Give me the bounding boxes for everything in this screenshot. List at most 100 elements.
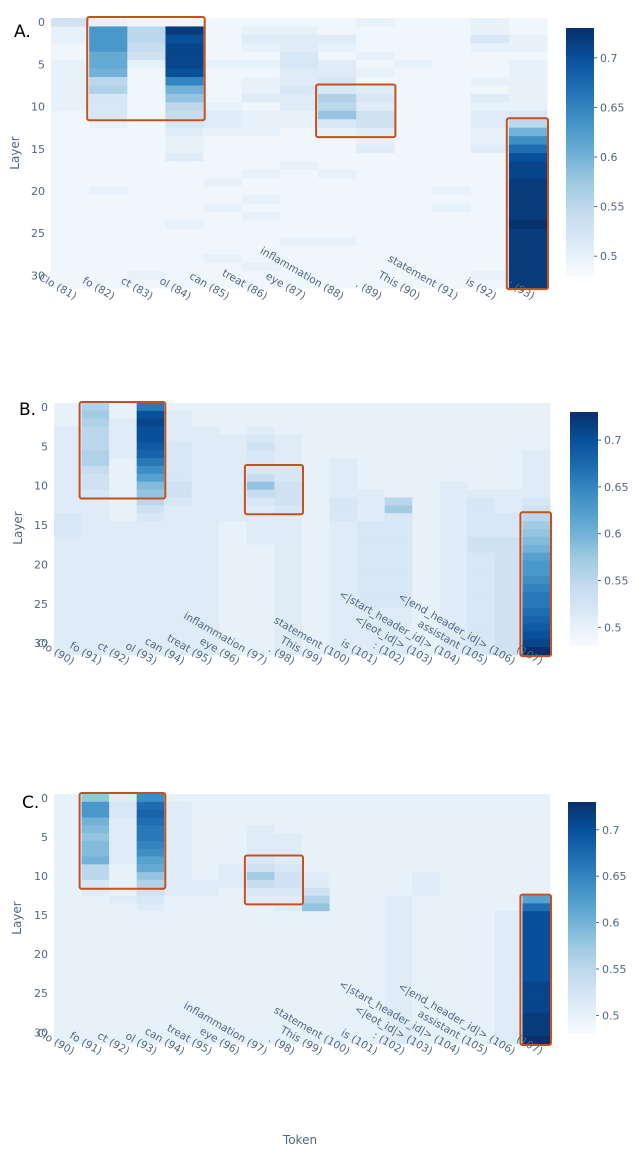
heatmap-cell [394, 93, 433, 103]
heatmap-cell [164, 489, 193, 498]
heatmap-cell [318, 110, 357, 120]
heatmap-cell [439, 489, 468, 498]
heatmap-cell [318, 127, 357, 137]
heatmap-cell [165, 144, 205, 154]
heatmap-cell [164, 458, 193, 467]
heatmap-cell [219, 919, 248, 928]
heatmap-cell [329, 481, 358, 491]
heatmap-cell [357, 647, 386, 656]
heatmap-cell [164, 926, 193, 936]
heatmap-cell [494, 965, 523, 975]
heatmap-cell [357, 1004, 386, 1014]
heatmap-cell [54, 466, 82, 475]
heatmap-cell [508, 34, 548, 44]
heatmap-cell [81, 544, 110, 554]
heatmap-cell [494, 410, 523, 420]
heatmap-cell [246, 568, 275, 577]
heatmap-cell [357, 950, 386, 959]
heatmap-cell [384, 544, 413, 554]
y-tick-label: 25 [34, 598, 48, 611]
heatmap-cell [246, 887, 275, 896]
heatmap-cell [136, 864, 165, 873]
heatmap-cell [241, 212, 281, 221]
heatmap-cell [357, 536, 386, 546]
heatmap-cell [81, 599, 110, 609]
highlight-box [519, 893, 553, 1046]
heatmap-cell [357, 592, 386, 601]
heatmap-cell [467, 403, 496, 412]
heatmap-cell [164, 434, 193, 443]
heatmap-cell [246, 426, 275, 435]
heatmap-cell [384, 950, 413, 959]
heatmap-cell [89, 34, 128, 44]
heatmap-cell [356, 161, 395, 171]
heatmap-cell [394, 271, 433, 280]
heatmap-cell [522, 965, 551, 975]
heatmap-cell [219, 989, 248, 998]
heatmap-cell [494, 450, 523, 459]
heatmap-cell [412, 639, 441, 648]
heatmap-cell [329, 576, 358, 585]
heatmap-cell [329, 521, 358, 530]
heatmap-cell [109, 607, 138, 617]
heatmap-cell [164, 809, 193, 818]
heatmap-cell [219, 560, 248, 569]
colorbar [570, 412, 598, 646]
heatmap-cell [274, 560, 303, 569]
heatmap-cell [81, 809, 110, 818]
heatmap-cell [302, 872, 330, 881]
heatmap-cell [357, 450, 386, 459]
heatmap-cell [165, 119, 205, 129]
heatmap-cell [318, 26, 357, 36]
heatmap-cell [467, 794, 496, 803]
heatmap-cell [136, 825, 165, 834]
heatmap-cell [81, 497, 110, 506]
heatmap-cell [279, 77, 319, 86]
heatmap-cell [219, 864, 248, 873]
heatmap-cell [219, 887, 248, 896]
heatmap-cell [136, 489, 165, 498]
heatmap-cell [164, 989, 193, 998]
heatmap-cell [467, 1004, 496, 1014]
heatmap-cell [329, 1020, 358, 1029]
heatmap-cell [136, 801, 165, 811]
heatmap-cell [241, 169, 281, 179]
heatmap-cell [412, 599, 441, 609]
heatmap-cell [394, 169, 433, 179]
heatmap-cell [357, 840, 386, 850]
heatmap-cell [439, 623, 468, 632]
heatmap-cell [467, 631, 496, 640]
heatmap-cell [318, 169, 357, 179]
heatmap-cell [439, 481, 468, 491]
heatmap-cell [219, 458, 248, 467]
heatmap-cell [384, 576, 413, 585]
heatmap-cell [329, 599, 358, 609]
heatmap-cell [439, 825, 468, 834]
heatmap-cell [246, 950, 275, 959]
heatmap-cell [164, 1036, 193, 1045]
heatmap-cell [439, 997, 468, 1006]
heatmap-cell [384, 848, 413, 857]
heatmap-cell [439, 576, 468, 585]
heatmap-cell [467, 840, 496, 850]
heatmap-cell [432, 51, 472, 61]
heatmap-cell [356, 68, 395, 78]
heatmap-cell [357, 607, 386, 617]
heatmap-cell [329, 903, 358, 912]
heatmap-cell [318, 254, 357, 264]
heatmap-cell [54, 1028, 82, 1037]
heatmap-cell [329, 450, 358, 459]
heatmap-cell [470, 195, 510, 205]
heatmap-cell [439, 848, 468, 857]
heatmap-cell [127, 178, 166, 188]
heatmap-cell [246, 639, 275, 648]
heatmap-cell [302, 809, 330, 818]
heatmap-cell [467, 481, 496, 491]
heatmap-cell [109, 505, 138, 514]
heatmap-cell [384, 1028, 413, 1037]
heatmap-cell [522, 505, 551, 514]
heatmap-cell [191, 521, 220, 530]
heatmap-cell [109, 466, 138, 475]
heatmap-cell [54, 631, 82, 640]
heatmap-cell [384, 434, 413, 443]
